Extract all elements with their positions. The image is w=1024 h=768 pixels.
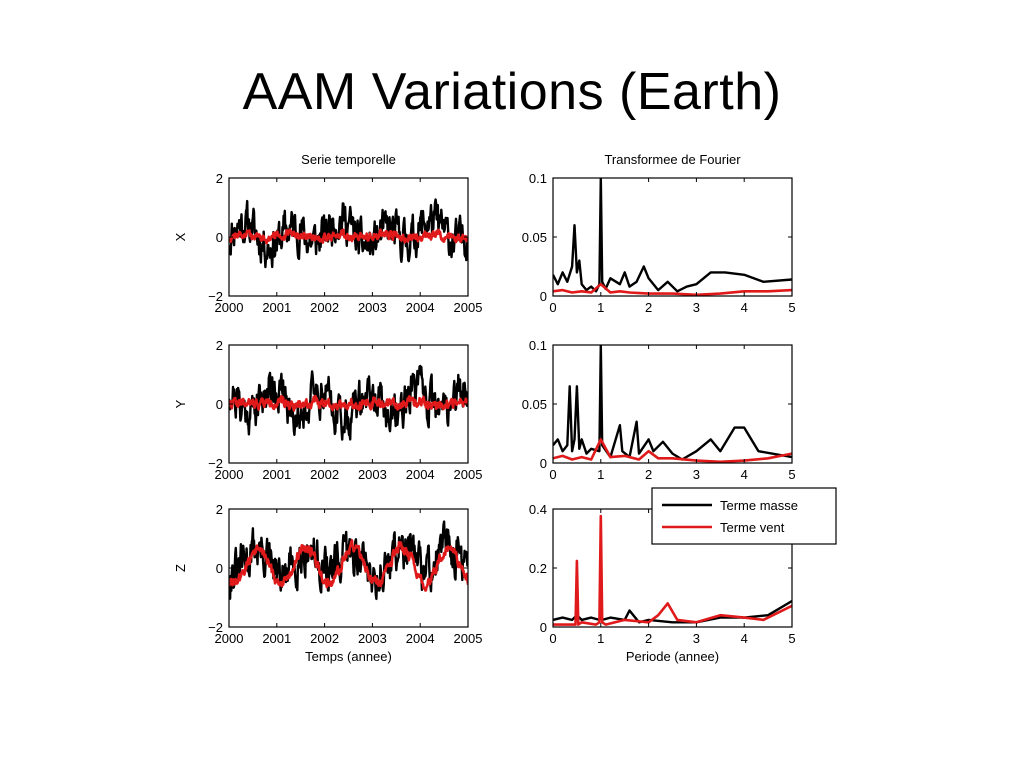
z-fft-ytick-label: 0.4 [529,502,547,517]
y-time-xtick-label: 2004 [406,467,435,482]
y-fft-ytick-label: 0.05 [522,397,547,412]
legend-box [651,487,837,545]
z-fft-xtick-label: 2 [645,631,652,646]
z-time-series-masse [229,520,468,601]
x-time-xtick-label: 2002 [310,300,339,315]
slide-title: AAM Variations (Earth) [242,63,782,121]
y-time-series-vent [229,394,468,412]
x-fft-xtick-label: 5 [788,300,795,315]
chart-x-fft: 0 1 2 3 4 5 0 0.05 0.1 Transformee de Fourier [522,152,796,315]
legend: Terme masse Terme vent [651,487,837,545]
x-time-ytick-label: 2 [216,171,223,186]
x-time-ytick-label: −2 [208,289,223,304]
y-fft-xtick-label: 0 [549,467,556,482]
z-time-xtick-label: 2001 [262,631,291,646]
x-fft-title: Transformee de Fourier [604,152,741,167]
chart-y-fft: 0 1 2 3 4 5 0 0.05 0.1 [522,338,796,482]
y-fft-series-group [553,345,792,463]
z-fft-ytick-label: 0.2 [529,561,547,576]
y-fft-xtick-label: 4 [741,467,748,482]
y-time-xtick-label: 2001 [262,467,291,482]
legend-label-masse: Terme masse [720,498,798,513]
x-fft-xtick-label: 4 [741,300,748,315]
y-time-xtick-label: 2002 [310,467,339,482]
x-fft-xtick-label: 0 [549,300,556,315]
z-time-ytick-label: 2 [216,502,223,517]
x-fft-ytick-label: 0.1 [529,171,547,186]
y-fft-xtick-label: 5 [788,467,795,482]
z-time-xlabel: Temps (annee) [305,649,392,664]
chart-z-fft: 0 1 2 3 4 5 0 0.2 0.4 Periode (annee) [529,502,796,664]
x-time-series-masse [229,198,468,269]
y-time-xtick-label: 2003 [358,467,387,482]
z-fft-xtick-label: 0 [549,631,556,646]
legend-label-vent: Terme vent [720,520,785,535]
z-fft-xtick-label: 5 [788,631,795,646]
x-time-title: Serie temporelle [301,152,396,167]
y-time-ytick-label: 2 [216,338,223,353]
x-fft-series-vent [553,282,792,296]
z-fft-ytick-label: 0 [540,620,547,635]
x-time-series-group [229,198,468,269]
x-time-xtick-label: 2001 [262,300,291,315]
y-fft-series-masse [553,345,792,461]
z-fft-xtick-label: 1 [597,631,604,646]
z-time-series-group [229,520,468,601]
x-time-xtick-label: 2005 [454,300,483,315]
y-fft-ytick-label: 0 [540,456,547,471]
x-fft-ytick-label: 0.05 [522,230,547,245]
z-time-xtick-label: 2000 [215,631,244,646]
y-fft-xtick-label: 3 [693,467,700,482]
y-time-xtick-label: 2000 [215,467,244,482]
x-fft-xtick-label: 2 [645,300,652,315]
z-time-ytick-label: −2 [208,620,223,635]
x-time-series-vent [229,228,468,245]
z-time-xtick-label: 2004 [406,631,435,646]
y-time-series-masse [229,364,468,441]
y-fft-ytick-label: 0.1 [529,338,547,353]
x-fft-xtick-label: 1 [597,300,604,315]
z-time-series-vent [229,539,468,592]
z-fft-xtick-label: 4 [741,631,748,646]
z-time-ytick-label: 0 [216,561,223,576]
y-fft-series-vent [553,438,792,463]
chart-x-time: 2000 2001 2002 2003 2004 2005 −2 0 2 Serie tempor… [173,152,482,315]
z-fft-xtick-label: 3 [693,631,700,646]
x-time-ylabel: X [173,232,188,241]
x-fft-series-group [553,178,792,296]
x-fft-series-masse [553,178,792,293]
x-time-xtick-label: 2003 [358,300,387,315]
z-fft-xlabel: Periode (annee) [626,649,719,664]
x-time-xtick-label: 2000 [215,300,244,315]
x-time-xtick-label: 2004 [406,300,435,315]
z-time-xtick-label: 2005 [454,631,483,646]
y-fft-xtick-label: 1 [597,467,604,482]
x-fft-ytick-label: 0 [540,289,547,304]
z-fft-series-group [553,514,792,626]
z-time-ylabel: Z [173,564,188,572]
chart-y-time: 2000 2001 2002 2003 2004 2005 −2 0 2 Y [173,338,482,482]
y-time-ytick-label: −2 [208,456,223,471]
z-time-xtick-label: 2003 [358,631,387,646]
x-time-ytick-label: 0 [216,230,223,245]
z-time-xtick-label: 2002 [310,631,339,646]
y-fft-xtick-label: 2 [645,467,652,482]
y-time-series-group [229,364,468,441]
y-time-ytick-label: 0 [216,397,223,412]
x-fft-xtick-label: 3 [693,300,700,315]
z-fft-series-vent [553,514,792,626]
y-time-xtick-label: 2005 [454,467,483,482]
chart-z-time: 2000 2001 2002 2003 2004 2005 −2 0 2 Z Temps (anne… [173,502,482,664]
y-time-ylabel: Y [173,399,188,408]
